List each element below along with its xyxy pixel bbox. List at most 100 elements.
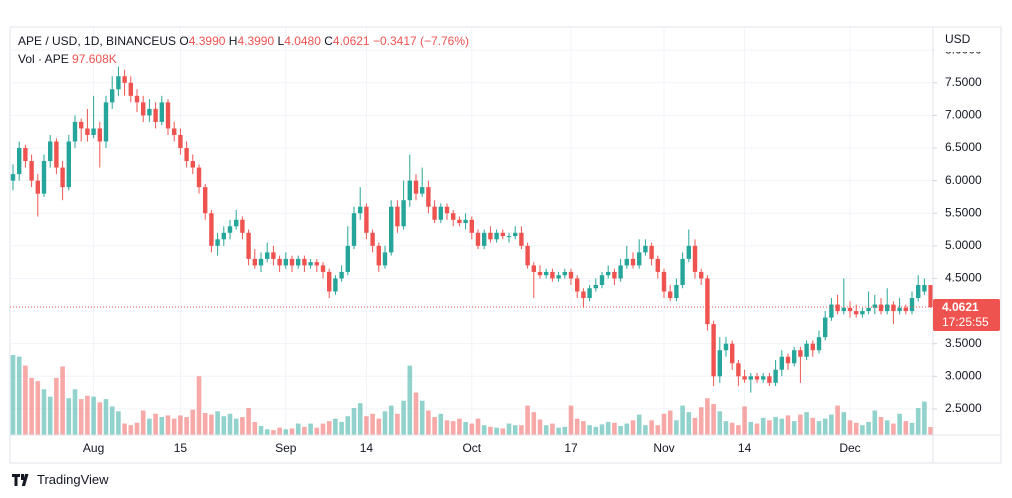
candle-body: [190, 161, 195, 168]
candle-body: [711, 324, 716, 377]
volume-bar: [791, 421, 797, 435]
candle-body: [413, 180, 419, 194]
candle-body: [872, 304, 877, 308]
volume-bar: [847, 420, 853, 435]
candle-body: [234, 219, 239, 227]
volume-bar: [78, 399, 84, 435]
volume-bar: [264, 429, 270, 435]
volume-bar: [574, 418, 580, 435]
candle-body: [860, 311, 865, 315]
candle-layer: [10, 66, 933, 393]
candle-body: [897, 307, 902, 312]
y-tick-label: 4.5000: [945, 271, 982, 285]
candle-body: [643, 245, 648, 253]
candle-body: [351, 213, 357, 246]
candle-body: [54, 141, 59, 168]
volume-bar: [531, 412, 537, 435]
volume-bar: [134, 422, 140, 435]
candle-body: [66, 141, 71, 188]
volume-bar: [556, 427, 561, 435]
volume-bar: [184, 417, 189, 435]
candle-body: [500, 232, 505, 237]
y-tick-label: 2.5000: [945, 401, 982, 415]
x-tick-label: 14: [738, 441, 752, 455]
volume-bar: [271, 430, 276, 435]
brand: TradingView: [37, 472, 109, 487]
volume-bar: [190, 409, 196, 435]
volume-bar: [450, 421, 456, 435]
symbol: APE / USD, 1D, BINANCEUS: [18, 34, 177, 48]
volume-bar: [829, 414, 834, 435]
volume-bar: [705, 398, 710, 435]
readout-key: H: [228, 34, 238, 48]
volume-bar: [463, 421, 468, 435]
candle-body: [779, 356, 784, 370]
candle-body: [320, 265, 326, 272]
volume-bar: [581, 421, 586, 435]
y-tick-label: 6.5000: [945, 140, 982, 154]
candle-body: [637, 252, 642, 266]
candle-body: [748, 376, 753, 380]
volume-bar: [23, 365, 28, 435]
volume-bar: [407, 365, 413, 435]
volume-bar: [357, 403, 363, 435]
candle-body: [785, 356, 791, 364]
volume-bar: [649, 420, 654, 435]
volume-bar: [140, 410, 146, 435]
volume-layer: [10, 355, 933, 435]
candle-body: [339, 271, 344, 279]
candle-body: [891, 304, 896, 312]
candle-body: [314, 262, 319, 266]
volume-bar: [159, 417, 165, 435]
candle-body: [48, 141, 53, 162]
volume-bar: [742, 406, 747, 435]
volume-bar: [897, 413, 902, 435]
candle-body: [903, 307, 908, 312]
candle-body: [221, 232, 226, 240]
candle-body: [438, 206, 443, 220]
volume-bar: [388, 405, 394, 435]
candle-body: [196, 167, 202, 188]
footer[interactable]: TradingView: [12, 472, 109, 487]
volume-bar: [686, 412, 692, 435]
candle-body: [370, 232, 375, 246]
candle-body: [668, 291, 673, 299]
candle-body: [128, 82, 133, 96]
candle-body: [401, 200, 406, 227]
volume-bar: [469, 423, 475, 435]
price-tag: [933, 299, 1000, 332]
volume-bar: [326, 421, 332, 435]
volume-bar: [866, 421, 871, 435]
volume-bar: [413, 392, 419, 435]
volume-bar: [860, 425, 865, 435]
candle-body: [420, 187, 425, 194]
candle-body: [519, 232, 524, 246]
candle-body: [29, 161, 34, 181]
volume-bar: [339, 421, 344, 435]
volume-bar: [841, 412, 847, 435]
volume-bar: [562, 426, 568, 435]
volume-bar: [209, 414, 214, 435]
volume-bar: [153, 413, 158, 435]
volume-bar: [593, 426, 599, 435]
volume-bar: [345, 416, 351, 435]
volume-bar: [748, 421, 754, 435]
candle-body: [333, 278, 338, 292]
volume-bar: [599, 424, 605, 435]
axis-layer: 2.50003.00003.50004.00004.50005.00005.50…: [10, 42, 1000, 455]
volume-legend: Vol · APE 97.608K: [18, 52, 117, 66]
candle-body: [122, 76, 127, 83]
candle-body: [147, 108, 152, 116]
candle-body: [407, 180, 412, 201]
candle-body: [593, 284, 598, 289]
volume-bar: [171, 418, 177, 435]
candle-body: [854, 311, 859, 315]
volume-bar: [605, 421, 611, 435]
candle-body: [41, 161, 47, 194]
candle-body: [72, 121, 78, 142]
candle-body: [792, 350, 797, 364]
candle-body: [773, 369, 778, 383]
y-tick-label: 3.5000: [945, 336, 982, 350]
